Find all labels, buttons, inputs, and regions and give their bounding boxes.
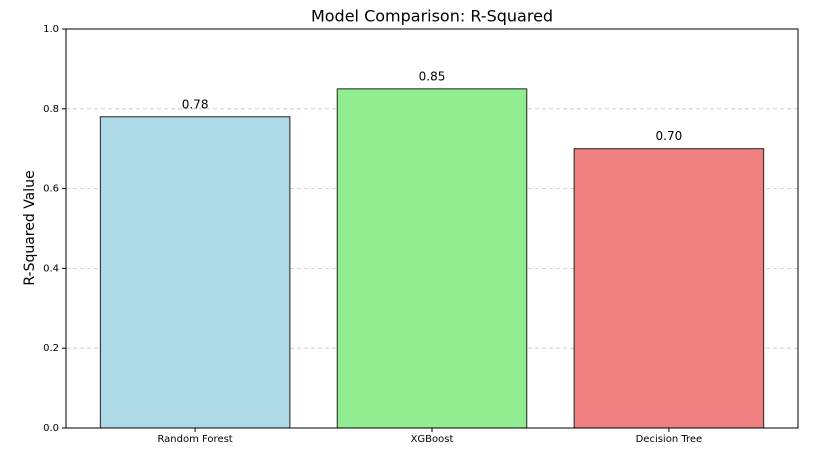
chart-title: Model Comparison: R-Squared	[311, 7, 553, 26]
bar	[336, 88, 528, 429]
bar	[99, 116, 291, 429]
x-tick-label: Random Forest	[157, 434, 232, 445]
y-tick-label: 0.6	[43, 184, 59, 195]
value-label: 0.70	[656, 129, 683, 143]
bar	[573, 148, 765, 429]
value-label: 0.85	[419, 69, 446, 83]
y-tick-label: 1.0	[43, 24, 59, 35]
x-tick-label: Decision Tree	[636, 434, 703, 445]
y-axis-label: R-Squared Value	[22, 170, 38, 285]
plot-frame	[65, 28, 799, 429]
y-tick-label: 0.8	[43, 104, 59, 115]
y-tick-label: 0.2	[43, 343, 59, 354]
y-tick-label: 0.4	[43, 263, 59, 274]
value-label: 0.78	[182, 97, 209, 111]
y-tick-label: 0.0	[43, 423, 59, 434]
x-tick-label: XGBoost	[411, 434, 454, 445]
